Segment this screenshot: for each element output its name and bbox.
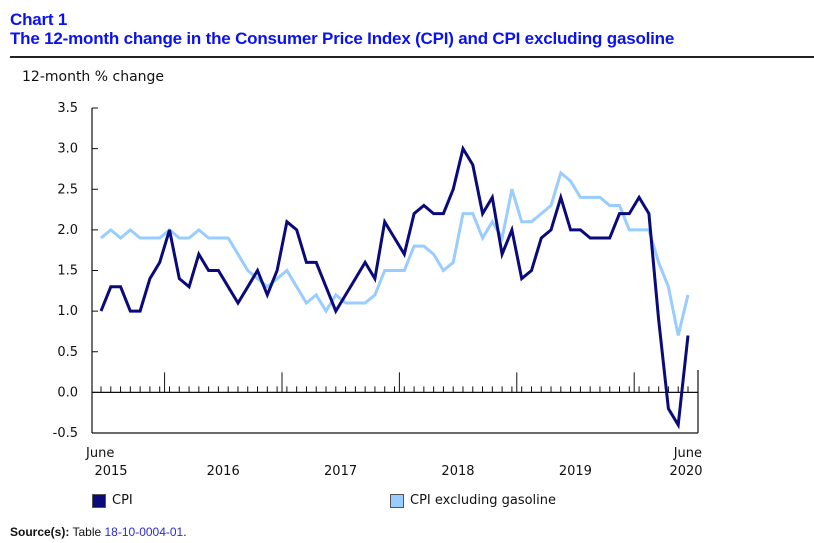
x-tick-label-year: 2015 — [94, 464, 127, 479]
legend-swatch-cpi — [92, 493, 106, 508]
x-tick-label-year: 2018 — [441, 464, 474, 479]
chart-title: The 12-month change in the Consumer Pric… — [10, 29, 675, 48]
source-table-link[interactable]: 18-10-0004-01 — [104, 525, 184, 539]
chart-number: Chart 1 — [10, 10, 68, 29]
y-tick-label: -0.5 — [53, 426, 78, 441]
y-axis-label: 12-month % change — [22, 69, 165, 85]
legend-swatch-cpi-excluding-gasoline — [390, 493, 404, 508]
y-tick-label: 2.0 — [57, 223, 78, 238]
x-tick-label-month: June — [85, 446, 114, 461]
source-label: Source(s): — [10, 525, 70, 539]
legend-label-cpi-excluding-gasoline: CPI excluding gasoline — [410, 493, 557, 508]
header-rule — [10, 56, 814, 58]
x-axis-ticks: June 2015 2016 2017 2018 2019 June 2020 — [85, 372, 703, 479]
x-tick-label-year: 2019 — [559, 464, 592, 479]
source-suffix: . — [183, 525, 187, 539]
y-axis-ticks: 3.5 3.0 2.5 2.0 1.5 1.0 0.5 0.0 -0.5 — [53, 101, 98, 441]
y-tick-label: 0.0 — [57, 385, 78, 400]
y-tick-label: 3.0 — [57, 142, 78, 157]
source-text: Table — [72, 525, 102, 539]
y-tick-label: 2.5 — [57, 182, 78, 197]
series-line-cpi — [99, 144, 690, 430]
legend-item-cpi-excluding-gasoline: CPI excluding gasoline — [390, 493, 556, 508]
y-tick-label: 1.0 — [57, 304, 78, 319]
x-tick-label-month: June — [673, 446, 702, 461]
y-tick-label: 1.5 — [57, 264, 78, 279]
y-tick-label: 0.5 — [57, 345, 78, 360]
series-lines — [99, 144, 690, 430]
x-tick-label-year: 2017 — [324, 464, 357, 479]
legend-item-cpi: CPI — [92, 493, 133, 508]
x-tick-label-year: 2016 — [207, 464, 240, 479]
legend-label-cpi: CPI — [112, 493, 133, 508]
chart-header: Chart 1 The 12-month change in the Consu… — [10, 10, 814, 48]
source-note: Source(s): Table 18-10-0004-01. — [10, 525, 187, 539]
x-tick-label-year: 2020 — [669, 464, 702, 479]
series-line-cpi-excluding-gasoline — [100, 170, 690, 336]
y-tick-label: 3.5 — [57, 101, 78, 116]
